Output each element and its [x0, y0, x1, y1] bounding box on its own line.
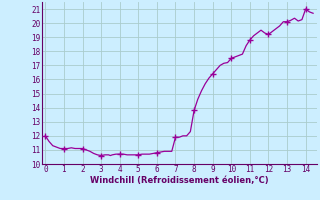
X-axis label: Windchill (Refroidissement éolien,°C): Windchill (Refroidissement éolien,°C) [90, 176, 268, 185]
